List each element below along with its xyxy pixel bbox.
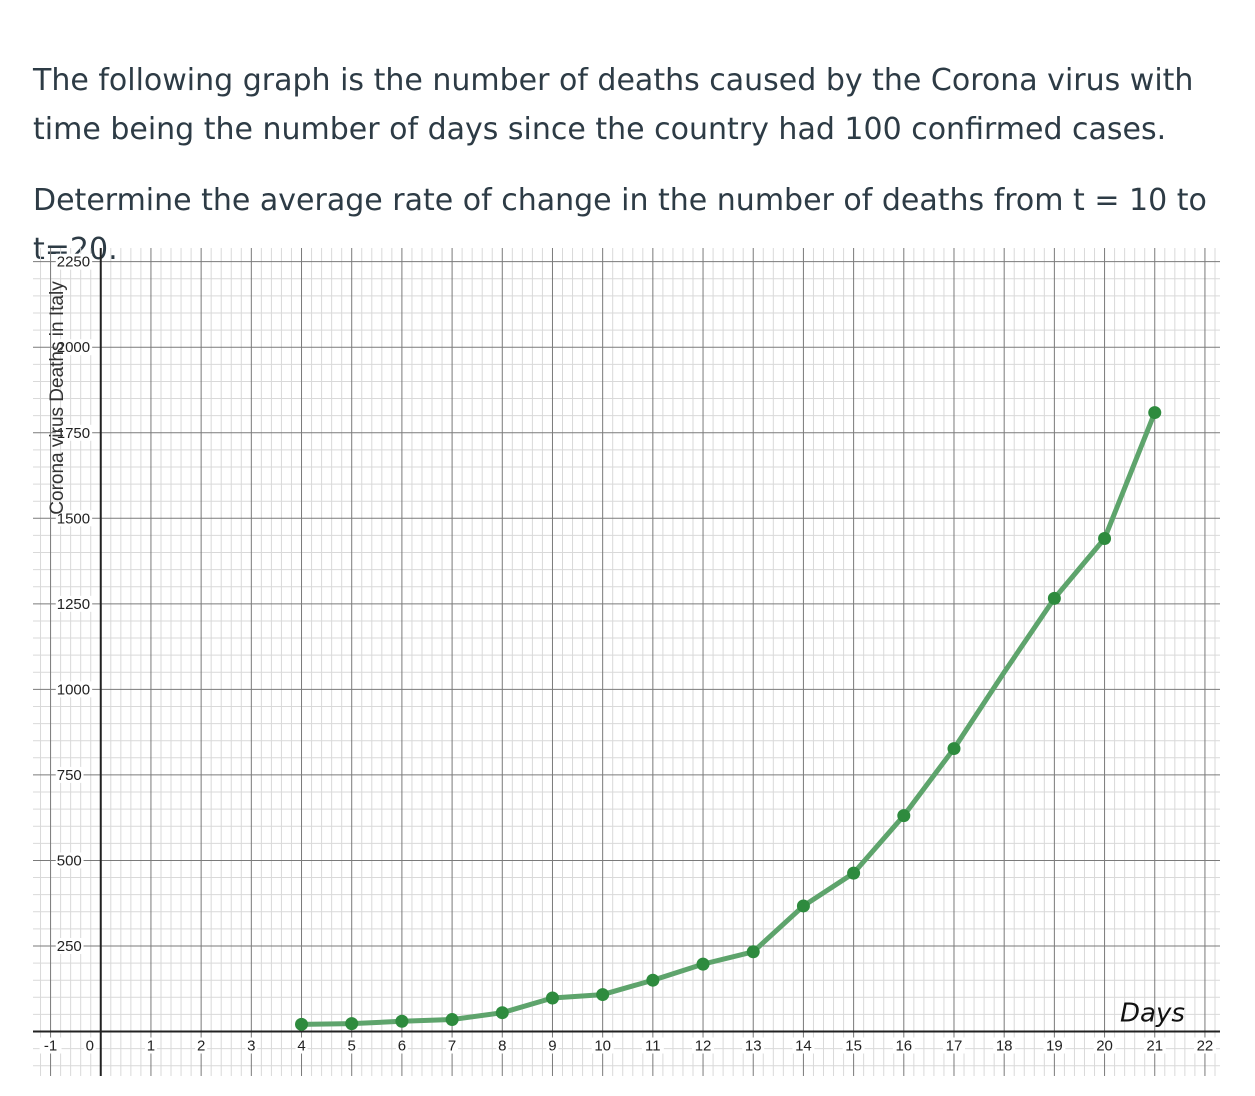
- data-point: [897, 809, 911, 823]
- x-tick-label: 7: [448, 1038, 456, 1055]
- y-tick-label-bg: [55, 339, 93, 356]
- x-tick-label: 16: [895, 1038, 912, 1055]
- y-tick-label: 500: [57, 852, 82, 869]
- data-point: [796, 899, 810, 913]
- x-tick-label-bg: [245, 1037, 258, 1054]
- x-tick-label-bg: [641, 1037, 664, 1054]
- data-point: [947, 742, 961, 756]
- grid-minor: [33, 248, 1220, 1076]
- deaths-line: [299, 410, 1158, 1027]
- x-tick-label: 13: [745, 1038, 762, 1055]
- x-tick-label-bg: [39, 1037, 62, 1054]
- x-tick-label: 12: [695, 1038, 712, 1055]
- x-tick-label-bg: [591, 1037, 614, 1054]
- axes: [33, 248, 1220, 1076]
- data-point: [295, 1017, 309, 1031]
- data-point: [1098, 531, 1112, 545]
- data-point: [445, 1013, 459, 1027]
- y-tick-label-bg: [55, 253, 93, 270]
- deaths-series: [295, 406, 1162, 1031]
- question-line-1: The following graph is the number of dea…: [33, 63, 1194, 147]
- y-tick-label-bg: [55, 681, 93, 698]
- data-point: [847, 866, 861, 880]
- x-tick-label-bg: [942, 1037, 965, 1054]
- x-tick-label-bg: [496, 1037, 509, 1054]
- x-tick-label: 9: [548, 1038, 556, 1055]
- data-point: [1148, 406, 1162, 420]
- x-tick-label: 1: [147, 1038, 155, 1055]
- y-tick-label-bg: [55, 510, 93, 527]
- x-tick-label: 22: [1197, 1038, 1214, 1055]
- data-point: [596, 988, 610, 1002]
- y-tick-label: 250: [57, 938, 82, 955]
- x-tick-label: 10: [594, 1038, 611, 1055]
- x-tick-label: 17: [946, 1038, 963, 1055]
- x-tick-label-bg: [1143, 1037, 1166, 1054]
- x-tick-label-bg: [1093, 1037, 1116, 1054]
- x-tick-label-bg: [546, 1037, 559, 1054]
- x-tick-label: 5: [348, 1038, 356, 1055]
- x-tick-label-bg: [295, 1037, 308, 1054]
- tick-labels: -1 0 1 2 3 4 5 6 7 8 9 10 11 12 13 14 15 16 17 18 19 20 21 2225…: [39, 253, 1216, 1055]
- question-line-2: Determine the average rate of change in …: [33, 183, 1207, 267]
- x-tick-label-bg: [692, 1037, 715, 1054]
- question-text: The following graph is the number of dea…: [33, 56, 1223, 274]
- x-tick-label-bg: [395, 1037, 408, 1054]
- y-tick-label-bg: [55, 595, 93, 612]
- x-tick-label: 11: [645, 1038, 661, 1055]
- data-point: [545, 991, 559, 1005]
- x-tick-label: 21: [1146, 1038, 1163, 1055]
- x-tick-label: 6: [398, 1038, 406, 1055]
- data-point: [345, 1017, 359, 1031]
- y-tick-label: 2000: [57, 339, 90, 356]
- x-tick-label-bg: [144, 1037, 157, 1054]
- y-axis-label: Corona virus Deaths in Italy: [47, 281, 68, 515]
- x-tick-label: -1: [44, 1038, 57, 1055]
- x-tick-label: 19: [1046, 1038, 1063, 1055]
- x-tick-label-bg: [993, 1037, 1016, 1054]
- x-tick-label-bg: [195, 1037, 208, 1054]
- x-tick-label-bg: [345, 1037, 358, 1054]
- x-tick-label-bg: [792, 1037, 815, 1054]
- data-point: [696, 957, 710, 971]
- data-point: [646, 973, 660, 987]
- x-tick-label: 0: [86, 1038, 94, 1055]
- y-tick-label: 1500: [57, 510, 90, 527]
- x-tick-label: 2: [197, 1038, 205, 1055]
- y-tick-label-bg: [55, 424, 93, 441]
- x-tick-label: 18: [996, 1038, 1013, 1055]
- x-tick-label-bg: [892, 1037, 915, 1054]
- x-tick-label-bg: [842, 1037, 865, 1054]
- y-tick-label-bg: [55, 852, 84, 869]
- data-point: [395, 1014, 409, 1028]
- x-tick-label: 4: [297, 1038, 305, 1055]
- x-tick-label-bg: [1043, 1037, 1066, 1054]
- x-tick-label-bg: [1193, 1037, 1216, 1054]
- y-tick-label: 1750: [57, 425, 90, 442]
- y-tick-label: 1000: [57, 681, 90, 698]
- x-tick-label: 20: [1096, 1038, 1113, 1055]
- y-tick-label-bg: [55, 766, 84, 783]
- data-point: [1047, 591, 1061, 605]
- x-tick-label: 8: [498, 1038, 506, 1055]
- data-point: [495, 1006, 509, 1020]
- x-tick-label-bg: [83, 1037, 96, 1054]
- x-tick-label-bg: [446, 1037, 459, 1054]
- x-tick-label: 14: [795, 1038, 812, 1055]
- x-tick-label: 3: [247, 1038, 255, 1055]
- y-tick-label: 2250: [57, 254, 90, 271]
- y-tick-label: 1250: [57, 596, 90, 613]
- grid-major: [33, 248, 1220, 1076]
- y-tick-label-bg: [55, 937, 84, 954]
- x-axis-handwritten-label: Days: [1120, 999, 1185, 1029]
- x-tick-label-bg: [742, 1037, 765, 1054]
- y-tick-label: 750: [57, 767, 82, 784]
- data-point: [746, 945, 760, 959]
- x-tick-label: 15: [845, 1038, 862, 1055]
